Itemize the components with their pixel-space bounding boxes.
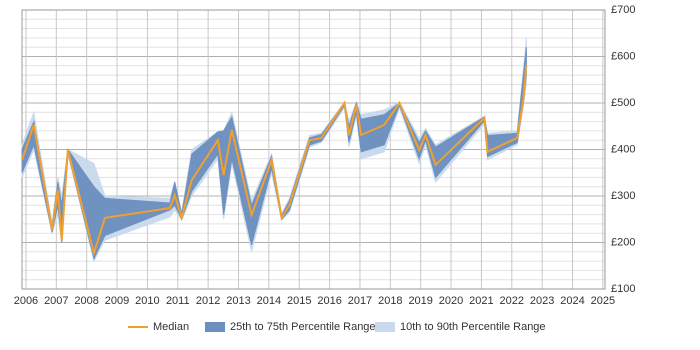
median-line <box>21 64 528 257</box>
x-tick-label: 2021 <box>469 295 493 307</box>
y-tick-label: £400 <box>611 143 635 155</box>
x-tick-label: 2016 <box>317 295 341 307</box>
y-tick-label: £100 <box>611 283 635 295</box>
x-tick-label: 2014 <box>257 295 281 307</box>
x-tick-label: 2018 <box>378 295 402 307</box>
x-tick-label: 2007 <box>44 295 68 307</box>
y-tick-label: £300 <box>611 190 635 202</box>
legend-swatch <box>375 322 395 332</box>
x-tick-label: 2015 <box>287 295 311 307</box>
legend-swatch <box>205 322 225 332</box>
legend-label: 10th to 90th Percentile Range <box>400 321 546 333</box>
x-tick-label: 2006 <box>14 295 38 307</box>
y-tick-label: £700 <box>611 4 635 16</box>
x-tick-label: 2009 <box>105 295 129 307</box>
x-tick-label: 2012 <box>196 295 220 307</box>
x-tick-label: 2025 <box>591 295 615 307</box>
x-tick-label: 2020 <box>439 295 463 307</box>
legend-label: Median <box>153 321 189 333</box>
y-tick-label: £500 <box>611 97 635 109</box>
legend: Median 25th to 75th Percentile Range 10th … <box>128 321 546 333</box>
x-tick-label: 2024 <box>560 295 584 307</box>
x-tick-label: 2013 <box>226 295 250 307</box>
x-tick-label: 2023 <box>530 295 554 307</box>
x-tick-label: 2008 <box>74 295 98 307</box>
x-tick-label: 2010 <box>135 295 159 307</box>
y-tick-label: £200 <box>611 236 635 248</box>
x-tick-label: 2017 <box>348 295 372 307</box>
x-tick-label: 2011 <box>166 295 190 307</box>
x-tick-label: 2022 <box>500 295 524 307</box>
y-tick-label: £600 <box>611 50 635 62</box>
x-tick-label: 2019 <box>408 295 432 307</box>
legend-label: 25th to 75th Percentile Range <box>230 321 376 333</box>
